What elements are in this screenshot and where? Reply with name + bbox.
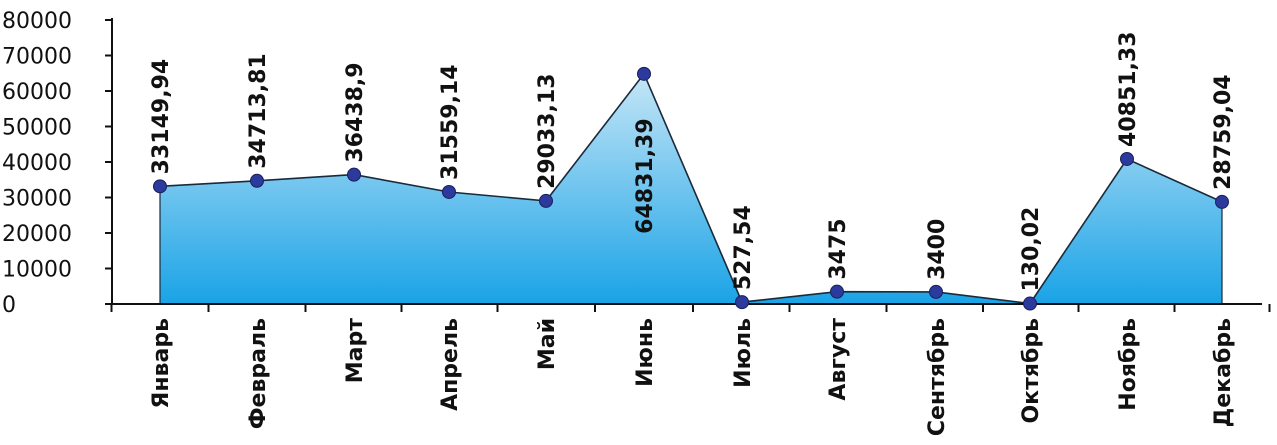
data-label: 33149,94 xyxy=(149,59,174,175)
area-fill xyxy=(160,73,1222,304)
data-label: 40851,33 xyxy=(1116,31,1141,147)
x-tick-label: Октябрь xyxy=(1019,318,1044,424)
data-point xyxy=(929,284,943,299)
data-point xyxy=(250,173,264,188)
x-tick-label: Декабрь xyxy=(1211,318,1236,427)
data-label: 64831,39 xyxy=(633,118,658,234)
x-axis-ticks: Январь Февраль Март Апрель Май Июнь Июль Август… xyxy=(110,304,1271,436)
data-label: 29033,13 xyxy=(535,73,560,189)
x-tick-label: Сентябрь xyxy=(925,318,950,436)
data-label: 3475 xyxy=(826,218,851,279)
data-point xyxy=(1023,296,1037,311)
data-label: 31559,14 xyxy=(438,64,463,180)
y-tick-label: 50000 xyxy=(2,116,72,141)
data-labels: 33149,94 34713,81 36438,9 31559,14 29033,13 6… xyxy=(149,31,1236,291)
y-tick-label: 30000 xyxy=(2,187,72,212)
data-markers xyxy=(153,66,1229,311)
y-tick-label: 70000 xyxy=(2,45,72,70)
x-tick-label: Февраль xyxy=(246,318,271,429)
data-label: 3400 xyxy=(925,219,950,280)
y-axis-ticks: 0 10000 20000 30000 40000 50000 60000 70000 8000… xyxy=(2,9,112,318)
data-label: 34713,81 xyxy=(246,53,271,169)
x-tick-label: Июнь xyxy=(633,318,658,387)
y-tick-label: 60000 xyxy=(2,80,72,105)
data-point xyxy=(153,179,167,194)
x-tick-label: Январь xyxy=(149,318,174,409)
data-label: 36438,9 xyxy=(343,62,368,162)
y-tick-label: 20000 xyxy=(2,222,72,247)
x-tick-label: Июль xyxy=(731,318,756,388)
y-tick-label: 0 xyxy=(2,293,16,318)
x-tick-label: Август xyxy=(826,318,851,401)
x-tick-label: Апрель xyxy=(438,318,463,411)
data-point xyxy=(830,284,844,299)
data-label: 527,54 xyxy=(731,205,756,290)
data-label: 130,02 xyxy=(1019,207,1044,292)
y-tick-label: 10000 xyxy=(2,258,72,283)
x-tick-label: Ноябрь xyxy=(1116,318,1141,411)
data-point xyxy=(735,295,749,310)
data-point xyxy=(442,184,456,199)
x-tick-label: Март xyxy=(343,318,368,383)
x-tick-label: Май xyxy=(535,318,560,370)
data-point xyxy=(347,167,361,182)
data-point xyxy=(1120,151,1134,166)
data-label: 28759,04 xyxy=(1211,74,1236,190)
data-point xyxy=(637,66,651,81)
data-point xyxy=(1215,194,1229,209)
y-tick-label: 40000 xyxy=(2,151,72,176)
series-line xyxy=(159,72,1223,305)
area-layer xyxy=(159,72,1223,305)
data-point xyxy=(539,193,553,208)
y-tick-label: 80000 xyxy=(2,9,72,34)
